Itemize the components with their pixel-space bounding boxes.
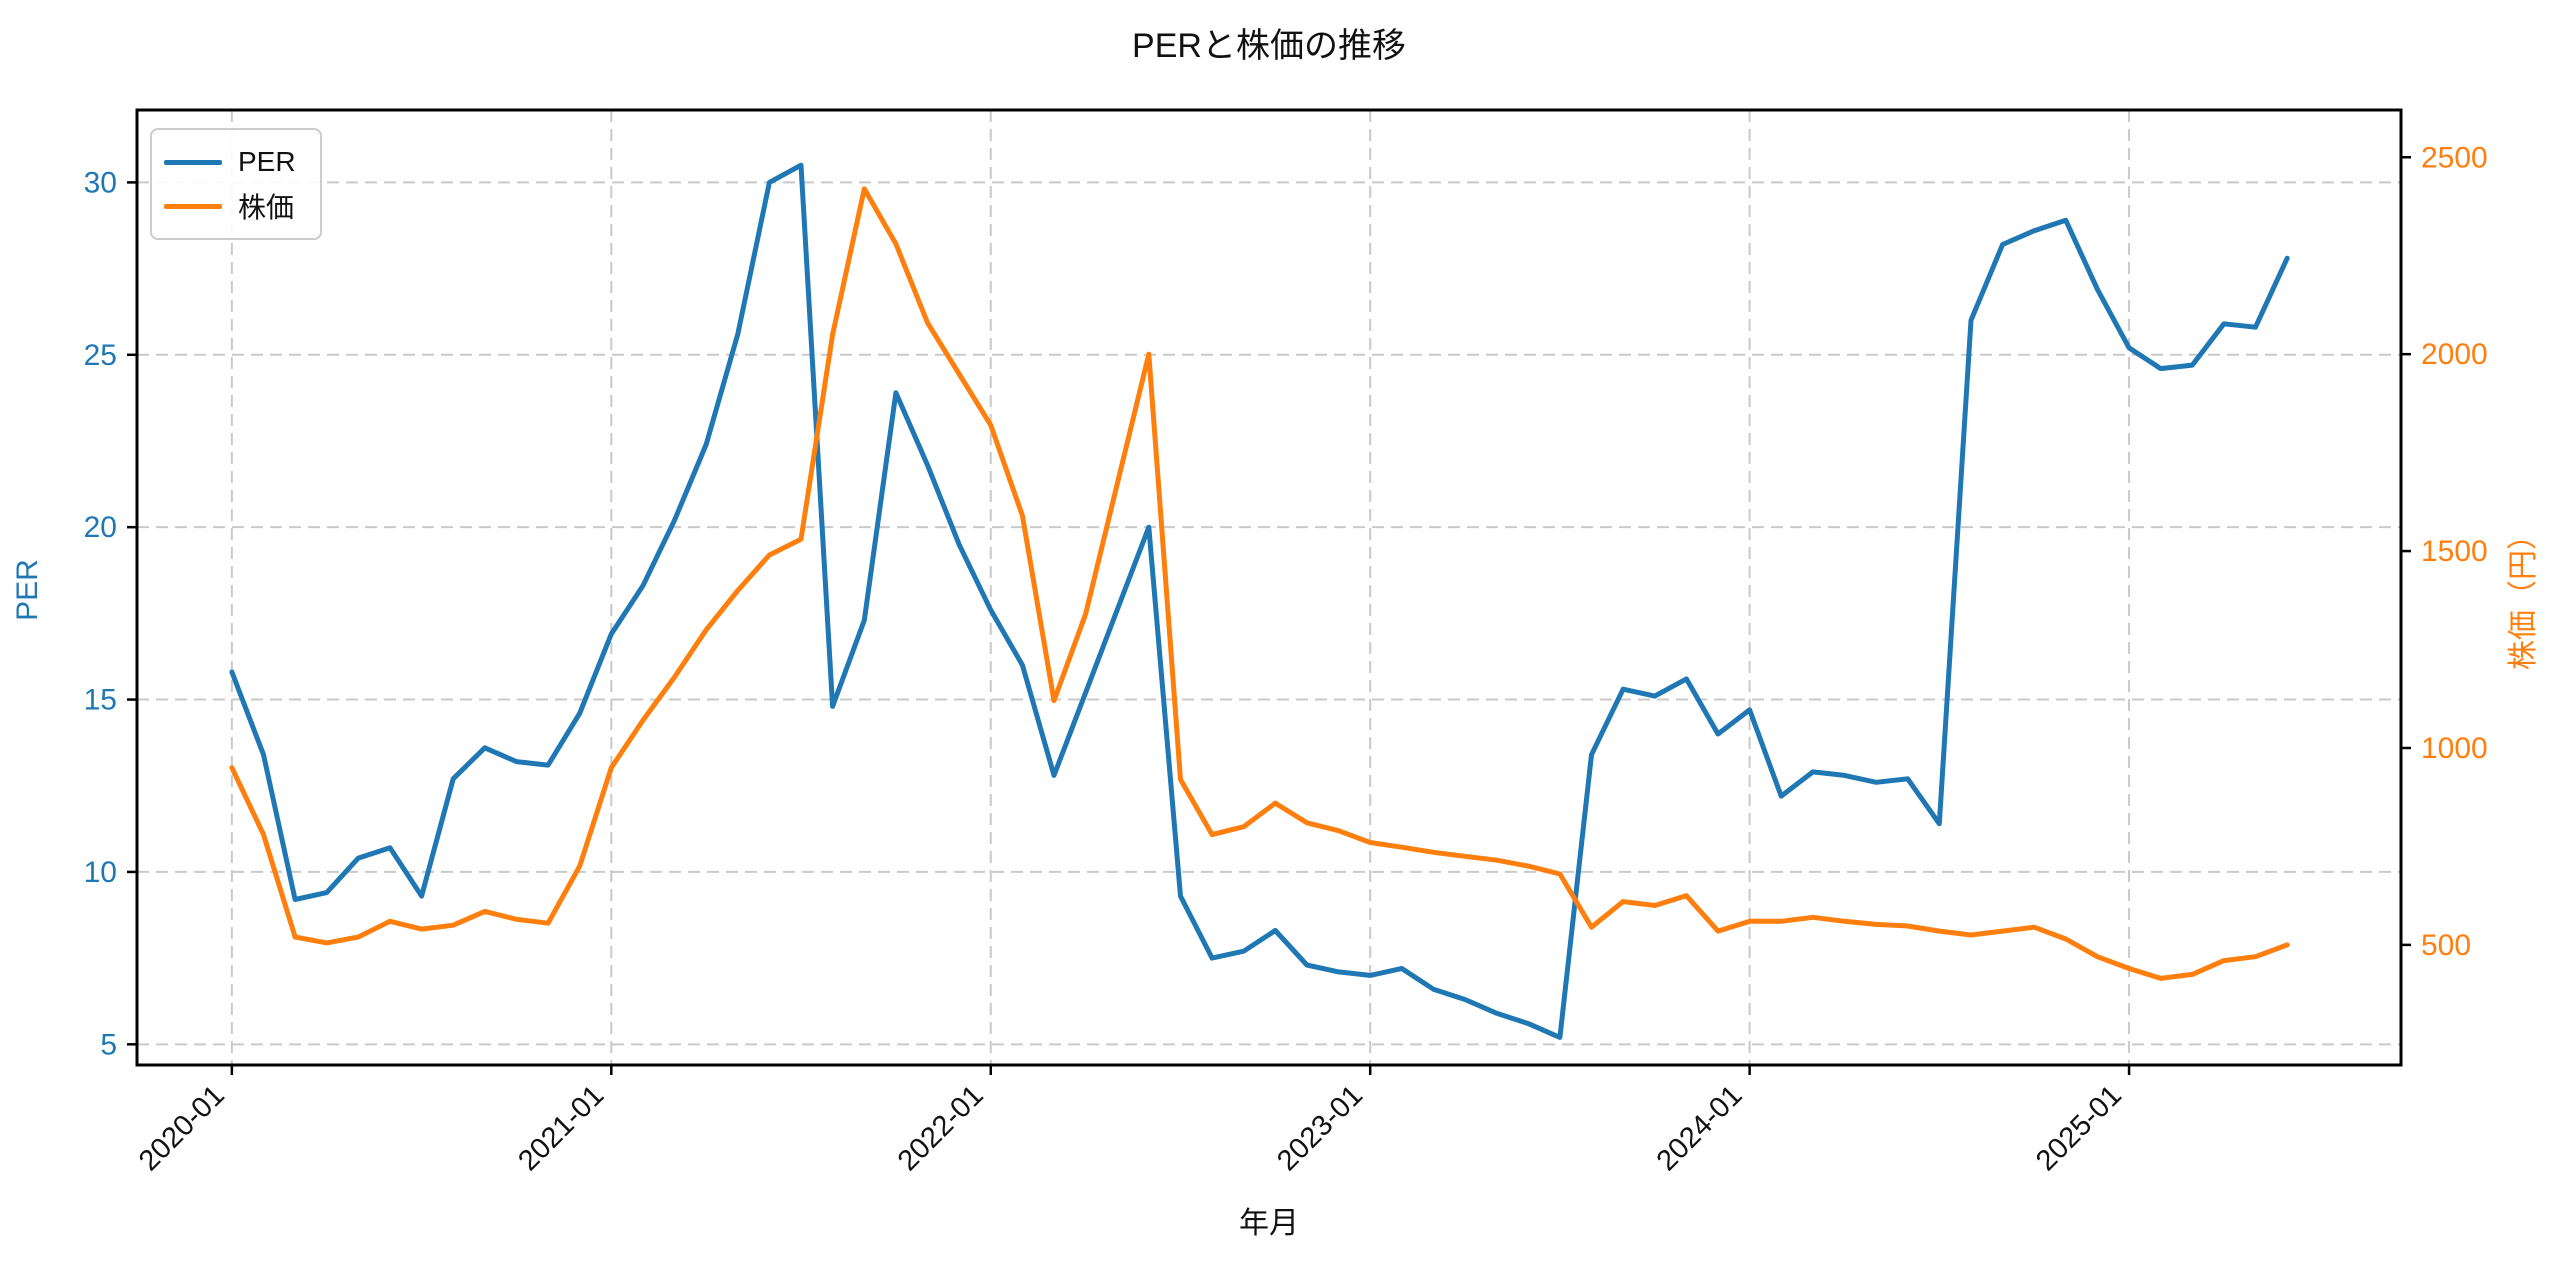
x-tick-label: 2023-01 [1271, 1079, 1369, 1177]
right-tick-label: 2000 [2421, 338, 2488, 371]
left-tick-label: 10 [84, 856, 117, 889]
legend-entry-price: 株価 [164, 184, 306, 228]
per-line [229, 162, 2290, 1040]
plot-border [135, 108, 2403, 1067]
right-tick-label: 2500 [2421, 141, 2488, 174]
chart-title: PERと株価の推移 [1132, 27, 1406, 65]
legend: PER 株価 [150, 128, 322, 240]
right-tick-label: 1000 [2421, 732, 2488, 765]
right-y-axis-label: 株価（円） [2507, 520, 2540, 670]
price-line-swatch-icon [164, 203, 222, 209]
right-tick-label: 500 [2421, 929, 2471, 962]
right-tick-label: 1500 [2421, 535, 2488, 568]
x-tick-label: 2025-01 [2030, 1079, 2128, 1177]
left-tick-label: 30 [84, 166, 117, 199]
legend-label-per: PER [238, 146, 296, 177]
left-tick-label: 20 [84, 511, 117, 544]
price-line [229, 186, 2290, 981]
x-tick-label: 2020-01 [133, 1079, 231, 1177]
left-tick-label: 5 [100, 1028, 117, 1061]
x-axis-label: 年月 [1239, 1207, 1299, 1240]
x-tick-label: 2024-01 [1651, 1079, 1749, 1177]
left-tick-label: 15 [84, 684, 117, 717]
x-tick-label: 2021-01 [512, 1079, 610, 1177]
legend-label-price: 株価 [238, 192, 295, 223]
left-tick-label: 25 [84, 339, 117, 372]
left-y-axis-label: PER [11, 559, 44, 621]
x-tick-label: 2022-01 [892, 1079, 990, 1177]
per-line-swatch-icon [164, 159, 222, 165]
legend-entry-per: PER [164, 140, 306, 184]
